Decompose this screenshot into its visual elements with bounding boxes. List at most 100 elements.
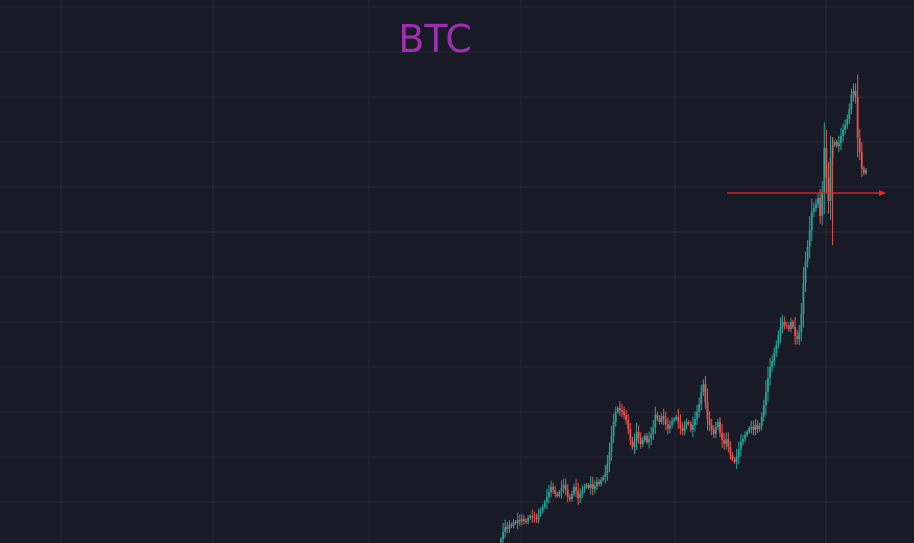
candle-body — [556, 494, 559, 496]
candle-body — [856, 97, 859, 138]
candle-body — [687, 422, 690, 424]
candle-body — [537, 514, 540, 519]
candle-body — [516, 520, 519, 523]
candle-body — [500, 539, 502, 542]
candle-body — [817, 198, 819, 204]
candle-body — [502, 532, 504, 539]
candle-body — [846, 119, 849, 125]
candle-body — [696, 412, 698, 419]
candle-body — [796, 336, 799, 339]
candle-body — [698, 404, 701, 412]
candle-body — [543, 502, 546, 507]
candle-body — [719, 422, 721, 433]
candle-body — [700, 392, 703, 404]
candle-body — [612, 422, 615, 436]
candle-body — [835, 142, 838, 146]
candle-body — [541, 507, 544, 511]
candle-body — [810, 212, 813, 230]
candle-body — [771, 361, 774, 367]
candle-body — [510, 525, 513, 526]
candle-body — [610, 436, 613, 452]
candle-body — [591, 484, 594, 489]
candle-body — [702, 384, 705, 392]
candle-body — [764, 392, 767, 405]
candle-body — [600, 480, 603, 484]
candle-body — [623, 412, 625, 415]
candle-body — [773, 353, 776, 361]
candle-body — [754, 425, 757, 430]
price-line — [727, 190, 886, 196]
candle-body — [812, 208, 815, 212]
candle-body — [629, 429, 632, 440]
candle-body — [669, 425, 671, 429]
candle-body — [808, 230, 811, 247]
candle-body — [858, 138, 861, 152]
candle-body — [681, 428, 684, 431]
candle-body — [806, 247, 809, 262]
candle-body — [785, 325, 788, 326]
candle-body — [635, 432, 638, 442]
candle-body — [650, 434, 653, 439]
candle-body — [596, 482, 598, 486]
candle-body — [679, 422, 682, 428]
candle-body — [577, 491, 580, 498]
candle-body — [585, 485, 588, 487]
candle-body — [737, 450, 740, 457]
candle-body — [800, 314, 803, 332]
candle-body — [756, 425, 759, 429]
candle-body — [752, 427, 755, 430]
candle-body — [708, 419, 711, 425]
candle-body — [583, 487, 586, 490]
candle-body — [539, 511, 542, 514]
candle-body — [694, 419, 696, 425]
candle-body — [731, 455, 734, 459]
candle-body — [750, 427, 753, 428]
candle-body — [706, 402, 709, 419]
candle-body — [604, 473, 607, 477]
candle-body — [704, 384, 707, 402]
candle-body — [608, 452, 611, 464]
candle-body — [733, 459, 736, 462]
candle-body — [518, 520, 521, 521]
candle-body — [717, 422, 719, 427]
candle-body — [852, 91, 855, 95]
candle-body — [566, 490, 569, 497]
candle-body — [725, 439, 728, 444]
candle-body — [850, 95, 853, 109]
candle-body — [777, 335, 780, 345]
candle-body — [662, 416, 665, 419]
candle-body — [760, 417, 763, 426]
candle-body — [571, 494, 573, 499]
candle-body — [854, 91, 857, 97]
candle-body — [744, 435, 746, 439]
candle-body — [631, 440, 634, 447]
candle-body — [735, 457, 738, 462]
candle-body — [614, 412, 617, 422]
candle-body — [685, 422, 688, 426]
candle-body — [568, 497, 571, 499]
candle-body — [602, 477, 605, 480]
candle-body — [762, 405, 765, 417]
candle-body — [840, 136, 842, 143]
candle-body — [512, 522, 515, 526]
candle-body — [656, 415, 659, 418]
candle-body — [689, 424, 692, 430]
candle-body — [506, 527, 509, 529]
candle-body — [714, 427, 717, 434]
candle-body — [848, 109, 851, 119]
candle-body — [660, 416, 663, 422]
candle-body — [664, 419, 667, 424]
candle-body — [837, 143, 840, 146]
candles — [500, 74, 867, 543]
candle-body — [625, 415, 628, 420]
candle-body — [527, 518, 530, 522]
candle-body — [654, 415, 657, 427]
candle-body — [798, 332, 801, 339]
candle-body — [627, 420, 630, 429]
candle-body — [558, 492, 561, 496]
candle-body — [531, 516, 534, 517]
candle-body — [564, 485, 567, 490]
candle-body — [646, 436, 648, 442]
